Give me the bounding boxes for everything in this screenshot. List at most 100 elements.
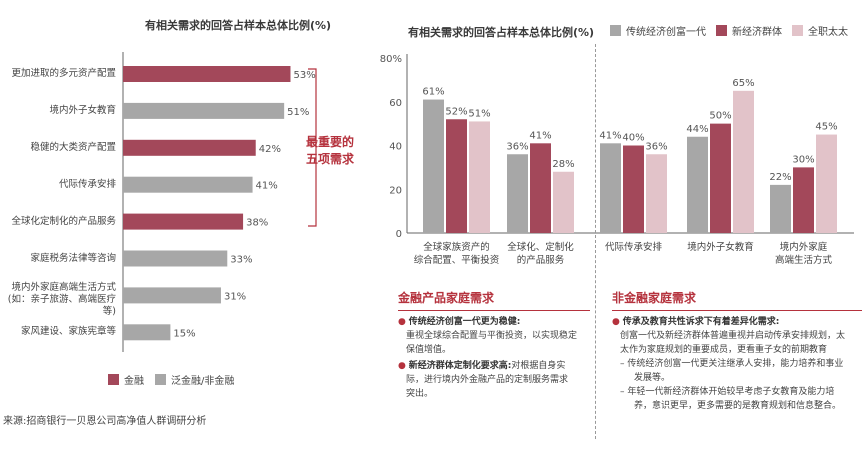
value-label-5: 33% bbox=[230, 255, 252, 266]
legend-finance-swatch bbox=[108, 374, 119, 385]
bar-g1-s1 bbox=[530, 143, 551, 233]
value-label-g3-s1: 50% bbox=[709, 111, 731, 122]
x-label-4-1: 高端生活方式 bbox=[775, 254, 833, 266]
nonfinance-section-title: 非金融家庭需求 bbox=[612, 291, 697, 305]
category-label-2: 稳健的大类资产配置 bbox=[30, 141, 116, 153]
y-tick-4: 80% bbox=[380, 54, 402, 65]
category-label-0: 更加进取的多元资产配置 bbox=[11, 68, 116, 79]
y-tick-1: 20 bbox=[389, 185, 402, 196]
bar-g2-s1 bbox=[623, 145, 644, 233]
bar-g0-s0 bbox=[423, 99, 444, 233]
legend-newgen-label: 新经济群体 bbox=[732, 27, 782, 38]
nonfinance-d1b: 发展等。 bbox=[634, 373, 671, 383]
value-label-2: 42% bbox=[259, 144, 281, 155]
value-label-3: 41% bbox=[256, 181, 278, 192]
bar-4 bbox=[123, 213, 244, 230]
category-label-3: 代际传承安排 bbox=[58, 178, 116, 190]
bar-3 bbox=[123, 176, 253, 193]
bar-1 bbox=[123, 102, 285, 119]
finance-section: 金融产品家庭需求 ● 传统经济创富一代更为稳健: 重视全球综合配置与平衡投资，以… bbox=[398, 289, 590, 401]
bar-g0-s2 bbox=[469, 121, 490, 233]
finance-b1-line2: 保值增值。 bbox=[406, 345, 452, 355]
nonfinance-d2b: 养，意识更早，更多需要的是教育规划和信息整合。 bbox=[634, 401, 842, 411]
bar-g1-s0 bbox=[507, 154, 528, 233]
bar-g3-s2 bbox=[733, 90, 754, 233]
finance-section-title: 金融产品家庭需求 bbox=[398, 291, 495, 305]
value-label-0: 53% bbox=[293, 70, 315, 81]
finance-b2-head: 新经济群体定制化要求高: bbox=[408, 361, 512, 371]
top5-annotation: 最重要的 五项需求 bbox=[306, 134, 354, 168]
bar-g4-s1 bbox=[793, 167, 814, 233]
value-label-4: 38% bbox=[246, 218, 268, 229]
value-label-g0-s1: 52% bbox=[445, 106, 467, 117]
value-label-g2-s0: 41% bbox=[599, 130, 621, 141]
value-label-g3-s2: 65% bbox=[732, 78, 754, 89]
legend-gen1-swatch bbox=[610, 25, 621, 36]
category-label-5: 家庭税务法律等咨询 bbox=[30, 252, 116, 264]
x-label-0-1: 综合配置、平衡投资 bbox=[414, 254, 500, 266]
nonfinance-d1a: – 传统经济创富一代更关注继承人安排，能力培养和事业 bbox=[620, 359, 844, 369]
finance-b2-line2: 际，进行境内外金融产品的定制服务需求 bbox=[406, 375, 569, 385]
bar-g3-s0 bbox=[687, 136, 708, 233]
x-label-1-0: 全球化、定制化 bbox=[507, 241, 574, 253]
legend-nonfinance-swatch bbox=[155, 374, 166, 385]
value-label-7: 15% bbox=[173, 328, 195, 339]
value-label-1: 51% bbox=[287, 107, 309, 118]
finance-b1-head: 传统经济创富一代更为稳健: bbox=[408, 317, 521, 327]
nonfinance-rule bbox=[612, 310, 862, 311]
x-label-3-0: 境内外子女教育 bbox=[687, 241, 754, 253]
value-label-g4-s1: 30% bbox=[792, 154, 814, 165]
nonfinance-head: 传承及教育共性诉求下有着差异化需求: bbox=[622, 317, 780, 327]
legend-finance-label: 金融 bbox=[124, 376, 144, 387]
value-label-g1-s0: 36% bbox=[506, 141, 528, 152]
left-chart-title: 有相关需求的回答占样本总体比例(%) bbox=[145, 19, 332, 32]
bar-2 bbox=[123, 139, 256, 156]
bar-5 bbox=[123, 250, 228, 267]
y-tick-0: 0 bbox=[396, 229, 402, 240]
finance-b2-line3: 突出。 bbox=[406, 389, 434, 399]
annotation-line-2: 五项需求 bbox=[306, 152, 355, 166]
finance-b1-line1: 重视全球综合配置与平衡投资，以实现稳定 bbox=[406, 331, 578, 341]
legend-gen1-label: 传统经济创富一代 bbox=[626, 27, 706, 38]
x-label-4-0: 境内外家庭 bbox=[780, 241, 828, 253]
x-label-1-1: 的产品服务 bbox=[517, 254, 565, 266]
category-label-6: 境内外家庭高端生活方式 (如：亲子旅游、高端医疗等) bbox=[7, 282, 116, 318]
legend-housewife-label: 全职太太 bbox=[808, 27, 848, 38]
category-label-4: 全球化定制化的产品服务 bbox=[11, 215, 116, 227]
value-label-6: 31% bbox=[224, 291, 246, 302]
bar-g2-s0 bbox=[600, 143, 621, 233]
y-tick-2: 40 bbox=[389, 142, 402, 153]
legend-housewife-swatch bbox=[792, 25, 803, 36]
left-legend: 金融 泛金融/非金融 bbox=[108, 372, 234, 387]
left-bar-chart: 53% 51% 42% 41% 38% 33% 31% 15% bbox=[122, 52, 317, 352]
category-label-7: 家风建设、家族宪章等 bbox=[20, 326, 116, 338]
annotation-line-1: 最重要的 bbox=[306, 135, 355, 149]
x-label-0-0: 全球家族资产的 bbox=[423, 241, 490, 253]
x-label-2-0: 代际传承安排 bbox=[605, 241, 663, 253]
nonfinance-p1: 创富一代及新经济群体普遍重视并启动传承安排规划，太 bbox=[620, 331, 846, 341]
value-label-g0-s2: 51% bbox=[468, 108, 490, 119]
category-label-1: 境内外子女教育 bbox=[49, 104, 116, 116]
bar-g1-s2 bbox=[553, 171, 574, 233]
top5-bracket bbox=[308, 68, 317, 227]
nonfinance-d2a: – 年轻一代新经济群体开始较早考虑子女教育及能力培 bbox=[620, 387, 835, 397]
value-label-g1-s1: 41% bbox=[529, 130, 551, 141]
right-chart-title: 有相关需求的回答占样本总体比例(%) bbox=[408, 26, 595, 39]
section-divider bbox=[595, 44, 596, 439]
finance-bullet-1: ● 传统经济创富一代更为稳健: 重视全球综合配置与平衡投资，以实现稳定 保值增值… bbox=[398, 315, 590, 357]
bar-g4-s0 bbox=[770, 184, 791, 233]
bar-0 bbox=[123, 66, 291, 82]
value-label-g3-s0: 44% bbox=[686, 124, 708, 135]
bar-g3-s1 bbox=[710, 123, 731, 233]
nonfinance-section: 非金融家庭需求 ● 传承及教育共性诉求下有着差异化需求: 创富一代及新经济群体普… bbox=[612, 289, 862, 413]
legend-nonfinance-label: 泛金融/非金融 bbox=[171, 376, 235, 387]
right-legend: 传统经济创富一代 新经济群体 全职太太 bbox=[610, 23, 848, 38]
bar-7 bbox=[123, 324, 171, 341]
value-label-g2-s1: 40% bbox=[622, 133, 644, 144]
value-label-g4-s2: 45% bbox=[815, 122, 837, 133]
value-label-g4-s0: 22% bbox=[769, 172, 791, 183]
nonfinance-p2: 太作为家庭规划的重要成员，更看重子女的前期教育 bbox=[620, 345, 828, 355]
bar-g2-s2 bbox=[646, 154, 667, 233]
value-label-g0-s0: 61% bbox=[422, 87, 444, 98]
